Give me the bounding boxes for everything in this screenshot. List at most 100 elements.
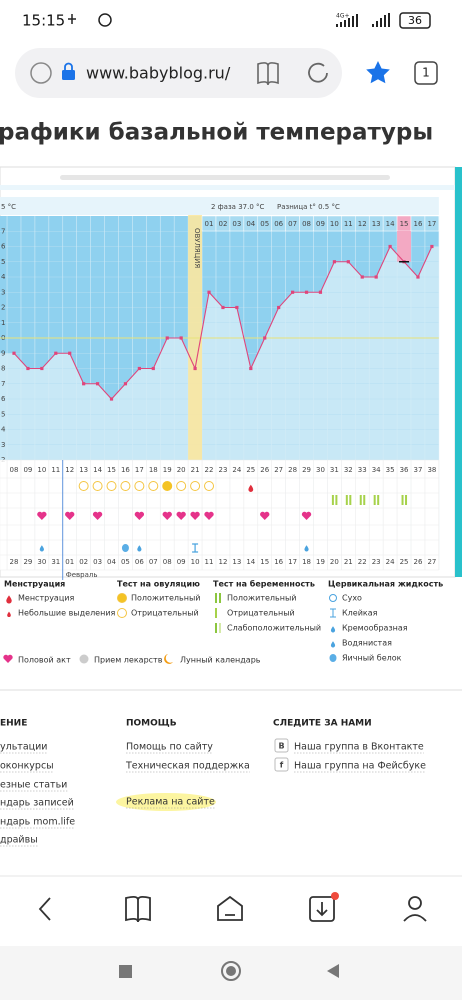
drop-icon xyxy=(137,545,142,552)
phase-label: 2 фаза 37.0 °C xyxy=(211,203,265,211)
footer-link[interactable]: оконкурсы xyxy=(0,761,54,772)
system-home-button[interactable] xyxy=(221,961,241,981)
date: 06 xyxy=(135,558,144,566)
cycle-day: 26 xyxy=(260,466,269,474)
legend-item: Кремообразная xyxy=(342,624,408,633)
date: 12 xyxy=(218,558,227,566)
cycle-day: 18 xyxy=(149,466,158,474)
date: 28 xyxy=(10,558,19,566)
pregnancy-test xyxy=(373,495,376,505)
pregnancy-test xyxy=(377,495,380,505)
downloads-button[interactable] xyxy=(309,896,335,922)
date: 07 xyxy=(149,558,158,566)
phase2-day: 13 xyxy=(372,220,381,228)
temperature-point xyxy=(221,305,225,310)
y-tick-label: 3 xyxy=(1,288,5,296)
footer-link[interactable]: драйвы xyxy=(0,835,38,846)
temperature-point xyxy=(249,366,253,371)
header-row xyxy=(0,197,439,215)
footer-link[interactable]: езные статьи xyxy=(0,780,67,791)
url[interactable]: www.babyblog.ru/ xyxy=(86,64,231,83)
ovulation-test-negative xyxy=(120,481,131,491)
footer-link[interactable]: Техническая поддержка xyxy=(125,761,250,772)
phase2-day: 12 xyxy=(358,220,367,228)
footer-link[interactable]: Наша группа в Вконтакте xyxy=(294,742,424,753)
back-button[interactable] xyxy=(38,897,51,921)
cycle-day: 25 xyxy=(246,466,255,474)
date: 15 xyxy=(260,558,269,566)
side-bar xyxy=(455,167,462,577)
cycle-day: 14 xyxy=(93,466,102,474)
cycle-day: 33 xyxy=(358,466,367,474)
pregnancy-test xyxy=(349,495,352,505)
pregnancy-test xyxy=(345,495,348,505)
adblock-icon[interactable] xyxy=(30,62,52,84)
phase2-day: 11 xyxy=(344,220,353,228)
drop-icon xyxy=(6,595,12,604)
reader-icon[interactable] xyxy=(257,62,279,86)
tabs-button[interactable] xyxy=(414,61,438,85)
date: 04 xyxy=(107,558,116,566)
bookmark-star[interactable] xyxy=(366,61,390,84)
date: 01 xyxy=(65,558,74,566)
legend-title: Тест на овуляцию xyxy=(117,580,200,589)
footer-link[interactable]: ндарь mom.life xyxy=(0,817,75,828)
footer-link[interactable]: ндарь записей xyxy=(0,798,74,809)
legend-item: Сухо xyxy=(342,594,362,603)
cycle-day: 11 xyxy=(51,466,60,474)
cycle-day: 36 xyxy=(400,466,409,474)
temperature-point xyxy=(332,260,336,264)
footer-link[interactable]: Помощь по сайту xyxy=(126,742,213,753)
cycle-day: 20 xyxy=(177,466,186,474)
date: 03 xyxy=(93,558,102,566)
cycle-day: 38 xyxy=(427,466,436,474)
temperature-point xyxy=(95,382,100,386)
cycle-day: 37 xyxy=(414,466,423,474)
profile-button[interactable] xyxy=(408,896,422,910)
pregnancy-test xyxy=(363,495,366,505)
page-heading: рафики базальной температуры xyxy=(0,120,433,146)
legend-icon xyxy=(215,608,217,618)
y-tick-label: 3 xyxy=(1,441,5,449)
temperature-point xyxy=(193,366,197,371)
home-button[interactable] xyxy=(217,895,243,921)
system-back-button[interactable] xyxy=(327,964,339,978)
lock-icon xyxy=(62,70,75,80)
recents-button[interactable] xyxy=(119,965,132,978)
battery-level: 36 xyxy=(408,14,422,27)
date: 22 xyxy=(358,558,367,566)
legend-icon xyxy=(79,654,89,664)
y-tick-label: 6 xyxy=(1,395,6,403)
temperature-point xyxy=(318,290,323,294)
bookmarks-button[interactable] xyxy=(125,895,151,923)
date: 17 xyxy=(288,558,297,566)
heart-icon xyxy=(134,511,145,520)
axis-label: 5 °C xyxy=(1,203,16,211)
legend-title: Тест на беременность xyxy=(213,579,315,589)
mute-icon xyxy=(68,14,76,24)
cycle-day: 13 xyxy=(79,466,88,474)
heart-icon xyxy=(3,654,13,663)
cycle-day: 34 xyxy=(372,466,381,474)
ovulation-test-negative xyxy=(106,481,117,491)
footer-link[interactable]: ультации xyxy=(0,742,47,753)
cycle-day: 15 xyxy=(107,466,116,474)
reload-icon[interactable] xyxy=(308,62,328,83)
temperature-point xyxy=(263,336,267,340)
cycle-day: 12 xyxy=(65,466,74,474)
legend-item: Менструация xyxy=(18,594,74,603)
phase2-day: 04 xyxy=(246,220,255,228)
date: 25 xyxy=(400,558,409,566)
scrollbar[interactable] xyxy=(60,175,390,180)
heart-icon xyxy=(204,511,214,520)
address-bar[interactable] xyxy=(15,48,342,98)
tab-count[interactable]: 1 xyxy=(422,66,430,80)
download-badge xyxy=(331,892,339,900)
pregnancy-test xyxy=(401,495,404,505)
temperature-point xyxy=(277,305,281,310)
ovulation-column xyxy=(188,200,203,460)
legend-item: Водянистая xyxy=(342,639,392,648)
date: 09 xyxy=(177,558,186,566)
footer-link[interactable]: Наша группа на Фейсбуке xyxy=(294,761,426,772)
footer-link[interactable]: Реклама на сайте xyxy=(126,797,215,808)
